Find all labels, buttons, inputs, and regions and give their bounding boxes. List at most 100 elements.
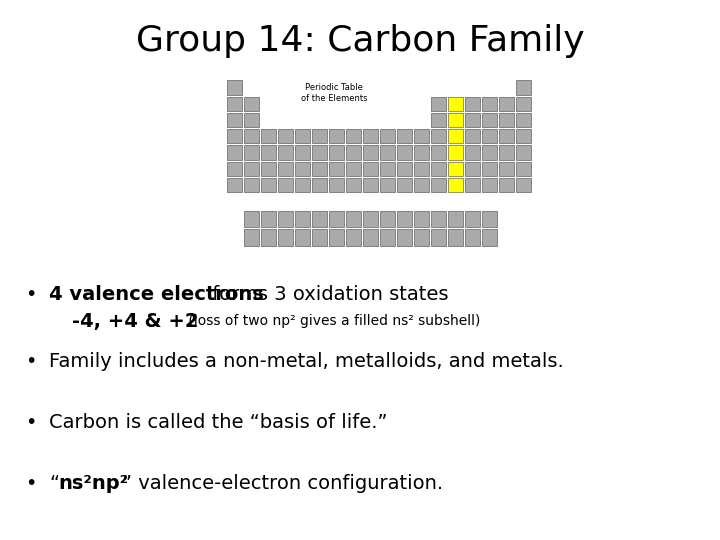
Bar [363,211,378,227]
Bar [499,145,514,160]
Text: 4 valence electrons: 4 valence electrons [49,285,264,304]
Bar [397,129,412,143]
Bar [431,113,446,127]
Bar [294,178,310,192]
Bar [465,230,480,246]
Text: •: • [25,474,37,493]
Bar [329,161,343,176]
Bar [516,161,531,176]
Bar [414,145,428,160]
Bar [516,178,531,192]
Bar [278,178,293,192]
Bar [448,97,463,111]
Bar [244,211,258,227]
Bar [261,178,276,192]
Bar [448,129,463,143]
Bar [414,211,428,227]
Bar [278,211,293,227]
Bar [380,178,395,192]
Bar [227,178,242,192]
Bar [329,230,343,246]
Text: (loss of two np² gives a filled ns² subshell): (loss of two np² gives a filled ns² subs… [184,314,480,328]
Bar [516,145,531,160]
Bar [465,161,480,176]
Text: ns²np²: ns²np² [58,474,128,493]
Bar [227,129,242,143]
Bar [448,230,463,246]
Bar [294,161,310,176]
Bar [380,129,395,143]
Bar [227,113,242,127]
Bar [499,178,514,192]
Bar [261,211,276,227]
Bar [227,97,242,111]
Bar [294,145,310,160]
Bar [482,211,497,227]
Bar [278,129,293,143]
Text: Carbon is called the “basis of life.”: Carbon is called the “basis of life.” [49,413,387,432]
Bar [312,145,327,160]
Bar [431,129,446,143]
Bar [482,178,497,192]
Bar [363,230,378,246]
Bar [329,129,343,143]
Bar [465,113,480,127]
Bar [397,145,412,160]
Bar [448,211,463,227]
Bar [329,178,343,192]
Bar [414,178,428,192]
Bar [397,211,412,227]
Bar [244,129,258,143]
Bar [261,145,276,160]
Bar [380,230,395,246]
Bar [227,161,242,176]
Bar [346,211,361,227]
Bar [448,113,463,127]
Text: Periodic Table
of the Elements: Periodic Table of the Elements [301,83,367,103]
Bar [448,145,463,160]
Bar [244,145,258,160]
Bar [414,129,428,143]
Bar [482,230,497,246]
Text: •: • [25,413,37,432]
Bar [312,161,327,176]
Bar [329,145,343,160]
Bar [516,80,531,94]
Bar [294,211,310,227]
Bar [431,230,446,246]
Bar [465,97,480,111]
Bar [261,161,276,176]
Bar [380,161,395,176]
Bar [397,161,412,176]
Bar [363,129,378,143]
Bar [346,145,361,160]
Bar [363,178,378,192]
Bar [448,161,463,176]
Bar [380,145,395,160]
Bar [380,211,395,227]
Bar [312,129,327,143]
Bar [244,230,258,246]
Bar [414,161,428,176]
Bar [465,129,480,143]
Text: “: “ [49,474,59,493]
Text: Group 14: Carbon Family: Group 14: Carbon Family [135,24,585,58]
Bar [278,161,293,176]
Bar [499,161,514,176]
Bar [516,97,531,111]
Text: Family includes a non-metal, metalloids, and metals.: Family includes a non-metal, metalloids,… [49,352,564,372]
Bar [431,161,446,176]
Bar [278,230,293,246]
Bar [244,161,258,176]
Bar [346,178,361,192]
Text: -4, +4 & +2: -4, +4 & +2 [72,312,199,331]
Bar [346,129,361,143]
Bar [227,80,242,94]
Bar [312,230,327,246]
Bar [465,178,480,192]
Bar [261,230,276,246]
Bar [397,230,412,246]
Bar [465,145,480,160]
Bar [346,230,361,246]
Bar [261,129,276,143]
